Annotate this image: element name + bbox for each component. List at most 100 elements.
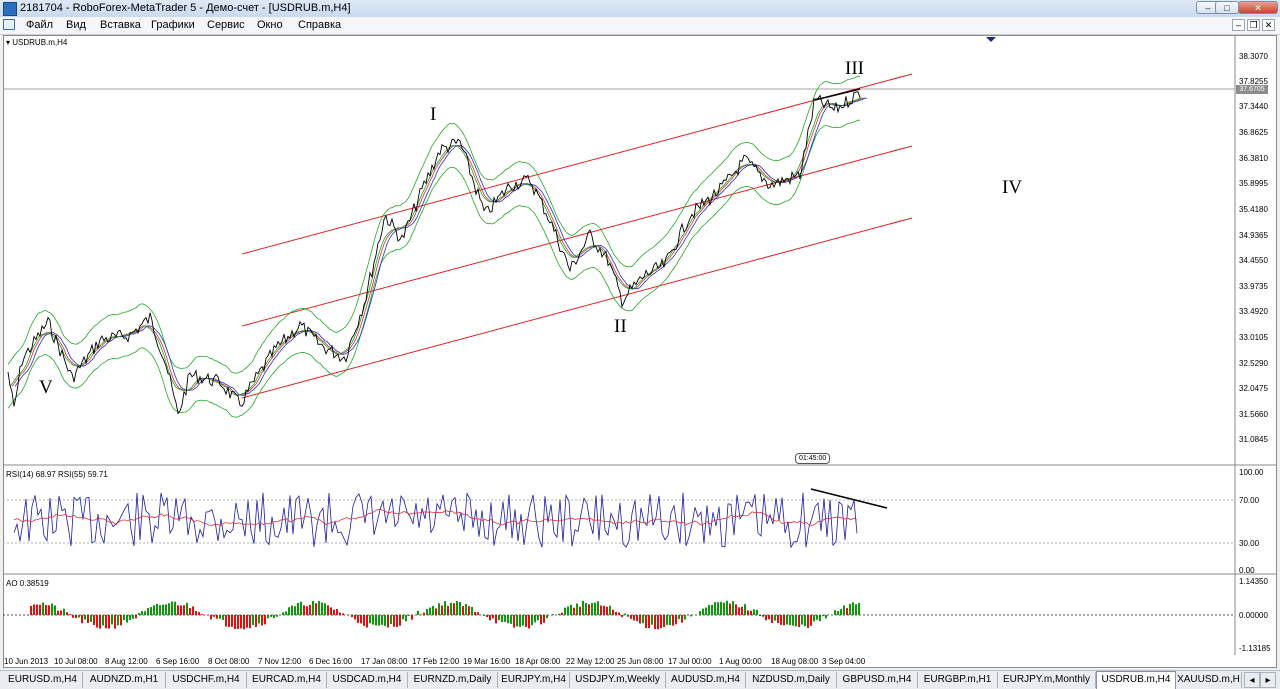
ao-bar: [201, 614, 203, 615]
tab-eurjpy-h4[interactable]: EURJPY.m,H4: [498, 672, 570, 688]
ao-bar: [648, 615, 650, 628]
channel-lower-line: [242, 218, 912, 398]
rsi-tick: 0.00: [1239, 566, 1255, 575]
ao-bar: [564, 608, 566, 615]
ao-bar: [507, 615, 509, 623]
date-tick: 10 Jun 2013: [4, 657, 48, 666]
ao-bar: [705, 608, 707, 615]
ao-bar: [153, 605, 155, 615]
tab-gbpusd-h4[interactable]: GBPUSD.m,H4: [837, 672, 918, 688]
ao-bar: [126, 615, 128, 623]
ao-bar: [342, 613, 344, 615]
ao-bar: [510, 615, 512, 624]
ao-bar: [810, 615, 812, 626]
ao-bar: [33, 604, 35, 615]
ao-bar: [369, 615, 371, 623]
ao-bar: [366, 615, 368, 627]
ao-bar: [273, 615, 275, 618]
ao-bar: [363, 615, 365, 626]
price-tick: 32.0475: [1239, 384, 1268, 393]
ao-bar: [30, 606, 32, 615]
ao-bar: [642, 615, 644, 623]
ao-bar: [72, 615, 74, 618]
ao-bar: [777, 615, 779, 623]
ao-bar: [174, 602, 176, 615]
tab-usdcad-h4[interactable]: USDCAD.m,H4: [327, 672, 408, 688]
ao-bar: [603, 606, 605, 615]
ao-bar: [282, 612, 284, 615]
ao-bar: [732, 601, 734, 615]
ao-bar: [570, 605, 572, 615]
ao-bar: [444, 601, 446, 615]
ao-bar: [210, 615, 212, 619]
ao-bar: [249, 615, 251, 628]
ao-bar: [411, 615, 413, 620]
tab-audnzd-h1[interactable]: AUDNZD.m,H1: [83, 672, 166, 688]
tab-xauusd[interactable]: XAUUSD.m,H: [1176, 672, 1242, 688]
price-tick: 33.4920: [1239, 307, 1268, 316]
tab-nzdusd-daily[interactable]: NZDUSD.m,Daily: [746, 672, 837, 688]
ao-bar: [435, 608, 437, 615]
tab-scroll-right-button[interactable]: ▸: [1260, 672, 1276, 688]
ao-bar: [333, 610, 335, 615]
ao-bar: [858, 603, 860, 615]
ao-bar: [711, 605, 713, 615]
tab-usdjpy-weekly[interactable]: USDJPY.m,Weekly: [570, 672, 666, 688]
series-line: [12, 98, 864, 395]
ao-bar: [108, 615, 110, 629]
ao-bar: [738, 607, 740, 615]
ao-bar: [813, 615, 815, 621]
ao-bar: [303, 605, 305, 615]
ao-bar: [111, 615, 113, 624]
time-marker: 01:45:00: [795, 453, 830, 464]
ao-bar: [684, 615, 686, 620]
ao-bar: [84, 615, 86, 620]
ao-bar: [513, 615, 515, 628]
tab-audusd-h4[interactable]: AUDUSD.m,H4: [666, 672, 746, 688]
ao-bar: [633, 615, 635, 620]
tab-eurnzd-daily[interactable]: EURNZD.m,Daily: [408, 672, 498, 688]
ao-bar: [426, 609, 428, 615]
ao-bar: [834, 610, 836, 615]
ao-bar: [405, 615, 407, 621]
date-tick: 3 Sep 04:00: [822, 657, 865, 666]
ao-bar: [222, 615, 224, 620]
ao-bar: [780, 615, 782, 625]
tab-usdchf-h4[interactable]: USDCHF.m,H4: [166, 672, 247, 688]
ao-bar: [522, 615, 524, 626]
ao-bar: [585, 603, 587, 615]
ao-bar: [714, 602, 716, 615]
ao-bar: [396, 615, 398, 627]
current-price-tag: 37.6705: [1236, 85, 1268, 94]
ao-bar: [690, 615, 692, 616]
ao-bar: [69, 614, 71, 615]
ao-bar: [837, 611, 839, 615]
channel-middle-line: [242, 146, 912, 326]
ao-bar: [669, 615, 671, 625]
channel-upper-line: [242, 74, 912, 254]
ao-bar: [336, 609, 338, 615]
ao-bar: [468, 606, 470, 615]
ao-bar: [96, 615, 98, 628]
ao-bar: [534, 615, 536, 622]
ao-bar: [840, 609, 842, 615]
ao-bar: [573, 608, 575, 615]
tab-usdrub-h4[interactable]: USDRUB.m,H4: [1096, 671, 1176, 689]
ao-bar: [408, 615, 410, 616]
ao-bar: [285, 611, 287, 615]
ao-bar: [129, 615, 131, 620]
series-line: [15, 98, 867, 395]
tab-eurusd-h4[interactable]: EURUSD.m,H4: [3, 672, 83, 688]
tab-eurgbp-h1[interactable]: EURGBP.m,H1: [918, 672, 998, 688]
ao-bar: [768, 615, 770, 619]
tab-scroll-left-button[interactable]: ◂: [1244, 672, 1260, 688]
tab-eurcad-h4[interactable]: EURCAD.m,H4: [247, 672, 327, 688]
ao-bar: [651, 615, 653, 625]
tab-eurjpy-monthly[interactable]: EURJPY.m,Monthly: [998, 672, 1096, 688]
ao-bar: [783, 615, 785, 625]
ao-bar: [297, 603, 299, 615]
wave-label-i: I: [430, 104, 436, 126]
ao-bar: [162, 605, 164, 615]
ao-bar: [801, 615, 803, 625]
